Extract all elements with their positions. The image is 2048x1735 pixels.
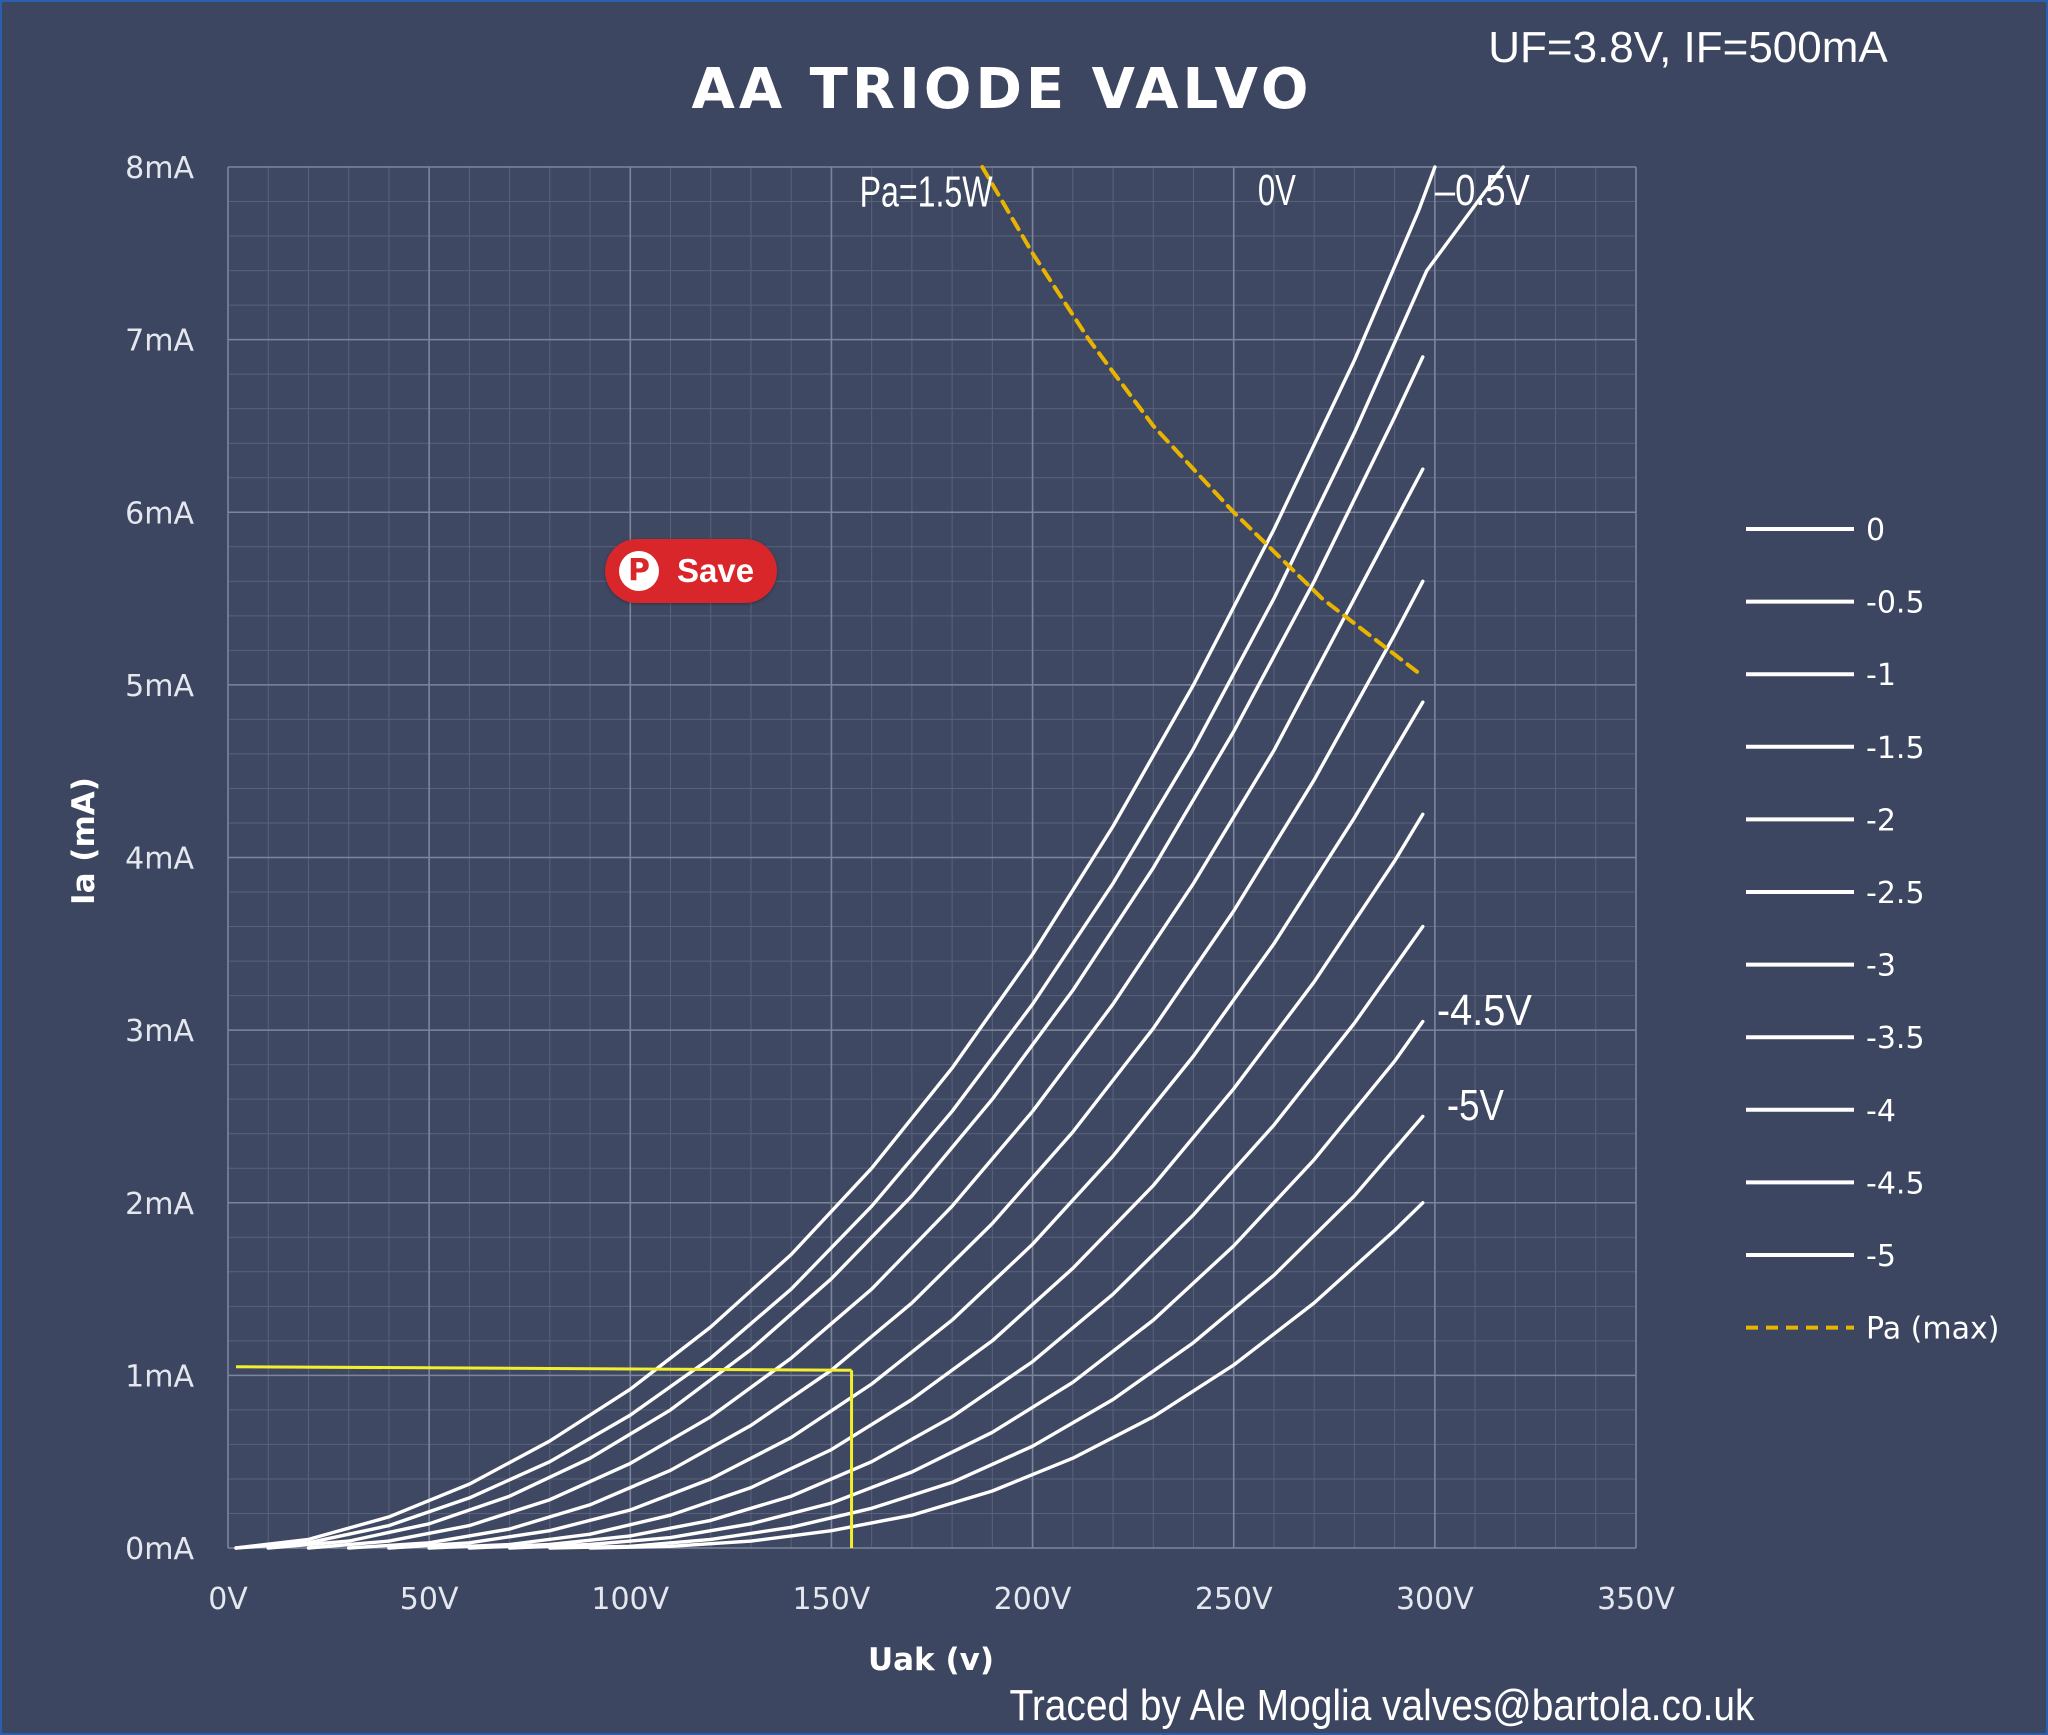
save-button-label: Save: [677, 552, 755, 589]
curve-grid--1.5: [306, 467, 1425, 1550]
legend-label: -2: [1866, 803, 1896, 838]
x-tick-label: 0V: [208, 1582, 248, 1617]
pa-max-curve: [980, 165, 1425, 679]
legend-label: -2.5: [1866, 876, 1925, 911]
x-tick-label: 300V: [1396, 1582, 1474, 1617]
y-tick-label: 3mA: [125, 1014, 194, 1049]
curve-annotation: 0V: [1258, 166, 1296, 215]
legend-label: -0.5: [1866, 586, 1925, 621]
x-tick-label: 350V: [1597, 1582, 1675, 1617]
y-tick-label: 0mA: [125, 1532, 194, 1567]
operating-conditions: UF=3.8V, IF=500mA: [1488, 23, 1888, 72]
guide-lines: [236, 1365, 854, 1548]
legend-label: -3: [1866, 949, 1896, 984]
chart-title: AA TRIODE VALVO: [692, 57, 1313, 122]
legend-label: -4: [1866, 1094, 1896, 1129]
y-tick-label: 1mA: [125, 1359, 194, 1394]
x-tick-label: 250V: [1195, 1582, 1273, 1617]
curve-grid--2.5: [387, 700, 1425, 1550]
legend-label: Pa (max): [1866, 1312, 1999, 1347]
curve-grid--4.5: [548, 1114, 1425, 1550]
curve-annotation: Pa=1.5W: [860, 168, 993, 217]
legend-label: 0: [1866, 513, 1885, 548]
y-tick-label: 5mA: [125, 669, 194, 704]
x-axis-label: Uak (v): [868, 1642, 994, 1678]
curve-grid--3: [427, 812, 1425, 1550]
curve-grid--5: [588, 1201, 1425, 1550]
x-tick-label: 200V: [994, 1582, 1072, 1617]
y-tick-label: 6mA: [125, 496, 194, 531]
guide-horizontal-line: [236, 1365, 852, 1372]
y-tick-label: 7mA: [125, 324, 194, 359]
curve-grid--4: [507, 1019, 1425, 1550]
curve-grid--3.5: [467, 924, 1425, 1550]
curves-group: [234, 165, 1505, 1550]
curve-grid-0: [234, 165, 1437, 1550]
pinterest-save-button[interactable]: P Save: [605, 539, 777, 603]
y-tick-label: 4mA: [125, 842, 194, 877]
tick-labels: 0V 50V 100V 150V 200V 250V 300V 350V 0mA 1mA 2mA 3m…: [125, 151, 1675, 1617]
legend-label: -5: [1866, 1239, 1896, 1274]
legend-label: -3.5: [1866, 1021, 1925, 1056]
credit-text: Traced by Ale Moglia valves@bartola.co.u…: [1010, 1681, 1756, 1730]
legend-label: -1.5: [1866, 731, 1925, 766]
curve-grid--0.5: [234, 165, 1505, 1550]
curve-annotation: –0.5V: [1435, 166, 1531, 215]
pinterest-icon: P: [619, 551, 659, 591]
curve-annotation: -4.5V: [1437, 986, 1533, 1035]
x-tick-label: 150V: [793, 1582, 871, 1617]
curve-grid--2: [347, 579, 1425, 1550]
legend: 0 -0.5 -1 -1.5 -2 -2.5 -3 -3.5 -4 -4.5 -5 Pa (max): [1746, 513, 1999, 1347]
y-axis-label: Ia (mA): [66, 777, 102, 905]
y-tick-label: 2mA: [125, 1187, 194, 1222]
annotations: Pa=1.5W 0V –0.5V -4.5V -5V: [860, 166, 1533, 1130]
curve-grid--1: [266, 355, 1425, 1550]
curve-annotation: -5V: [1447, 1081, 1505, 1130]
legend-label: -1: [1866, 658, 1896, 693]
y-tick-label: 8mA: [125, 151, 194, 186]
x-tick-label: 50V: [400, 1582, 459, 1617]
x-tick-label: 100V: [591, 1582, 669, 1617]
legend-label: -4.5: [1866, 1166, 1925, 1201]
